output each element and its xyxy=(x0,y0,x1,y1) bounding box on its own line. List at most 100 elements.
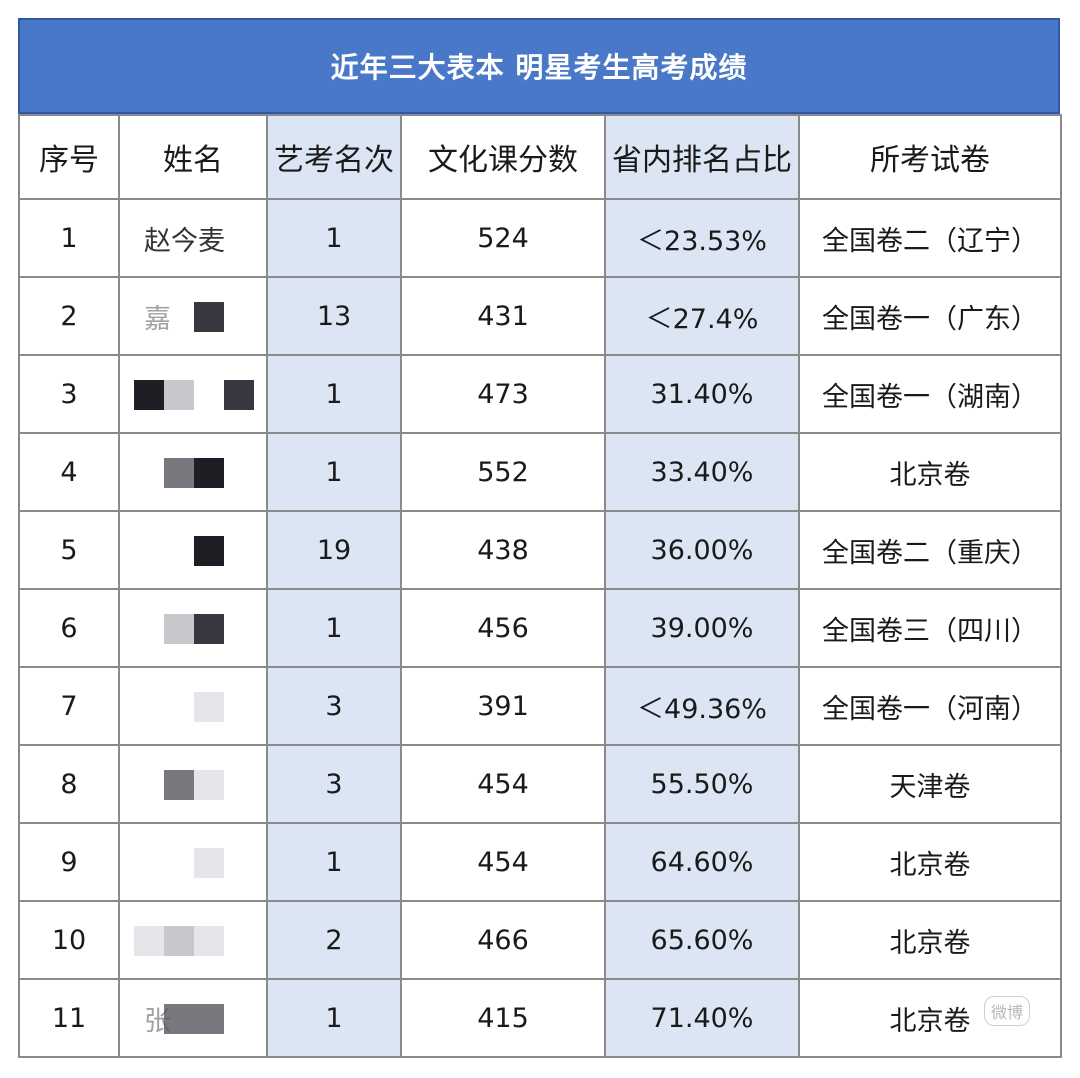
table-row: 5 19 438 36.00% 全国卷二（重庆） xyxy=(18,510,1062,590)
table-row: 1 赵今麦 1 524 ＜23.53% 全国卷二（辽宁） xyxy=(18,198,1062,278)
cell-art-rank: 19 xyxy=(266,510,402,590)
name-text: 张 xyxy=(144,1005,171,1037)
redaction-mosaic xyxy=(164,380,194,410)
cell-percentile: ＜49.36% xyxy=(604,666,800,746)
cell-art-rank: 1 xyxy=(266,978,402,1058)
cell-percentile: 36.00% xyxy=(604,510,800,590)
redaction-mosaic xyxy=(194,926,224,956)
cell-percentile: 31.40% xyxy=(604,354,800,434)
cell-paper: 全国卷二（辽宁） xyxy=(798,198,1062,278)
header-percentile: 省内排名占比 xyxy=(604,114,800,200)
cell-no: 8 xyxy=(18,744,120,824)
cell-score: 466 xyxy=(400,900,606,980)
table-row: 6 1 456 39.00% 全国卷三（四川） xyxy=(18,588,1062,668)
cell-no: 3 xyxy=(18,354,120,434)
cell-percentile: 33.40% xyxy=(604,432,800,512)
cell-no: 1 xyxy=(18,198,120,278)
cell-art-rank: 3 xyxy=(266,666,402,746)
cell-name xyxy=(118,744,268,824)
cell-name xyxy=(118,510,268,590)
redaction-mosaic xyxy=(164,926,194,956)
cell-name xyxy=(118,900,268,980)
cell-name: 嘉 xyxy=(118,276,268,356)
watermark: 微博 xyxy=(983,996,1030,1026)
header-no: 序号 xyxy=(18,114,120,200)
name-text: 嘉 xyxy=(144,303,171,335)
cell-percentile: 39.00% xyxy=(604,588,800,668)
cell-paper: 全国卷二（重庆） xyxy=(798,510,1062,590)
table-row: 10 2 466 65.60% 北京卷 xyxy=(18,900,1062,980)
cell-name: 张 xyxy=(118,978,268,1058)
cell-paper: 北京卷 xyxy=(798,432,1062,512)
cell-art-rank: 1 xyxy=(266,198,402,278)
redaction-mosaic xyxy=(164,770,194,800)
redaction-mosaic xyxy=(164,1004,194,1034)
table-row: 11 张 1 415 71.40% 北京卷 xyxy=(18,978,1062,1058)
cell-name xyxy=(118,588,268,668)
cell-score: 438 xyxy=(400,510,606,590)
cell-name xyxy=(118,432,268,512)
cell-no: 5 xyxy=(18,510,120,590)
cell-art-rank: 13 xyxy=(266,276,402,356)
cell-art-rank: 1 xyxy=(266,822,402,902)
header-score: 文化课分数 xyxy=(400,114,606,200)
cell-score: 456 xyxy=(400,588,606,668)
cell-art-rank: 2 xyxy=(266,900,402,980)
table-row: 3 1 473 31.40% 全国卷一（湖南） xyxy=(18,354,1062,434)
table-row: 4 1 552 33.40% 北京卷 xyxy=(18,432,1062,512)
cell-no: 2 xyxy=(18,276,120,356)
cell-art-rank: 1 xyxy=(266,354,402,434)
cell-percentile: 55.50% xyxy=(604,744,800,824)
redaction-mosaic xyxy=(194,1004,224,1034)
cell-no: 7 xyxy=(18,666,120,746)
redaction-mosaic xyxy=(194,458,224,488)
cell-art-rank: 3 xyxy=(266,744,402,824)
table-row: 7 3 391 ＜49.36% 全国卷一（河南） xyxy=(18,666,1062,746)
cell-score: 391 xyxy=(400,666,606,746)
redaction-mosaic xyxy=(194,848,224,878)
cell-no: 10 xyxy=(18,900,120,980)
redaction-mosaic xyxy=(134,380,164,410)
table-row: 2 嘉 13 431 ＜27.4% 全国卷一（广东） xyxy=(18,276,1062,356)
header-paper: 所考试卷 xyxy=(798,114,1062,200)
cell-art-rank: 1 xyxy=(266,432,402,512)
cell-paper: 天津卷 xyxy=(798,744,1062,824)
header-name: 姓名 xyxy=(118,114,268,200)
score-table: 序号 姓名 艺考名次 文化课分数 省内排名占比 所考试卷 1 赵今麦 1 524 ＜23… xyxy=(18,114,1062,1058)
cell-paper: 北京卷 xyxy=(798,978,1062,1058)
name-text: 赵今麦 xyxy=(144,225,225,257)
cell-paper: 全国卷一（湖南） xyxy=(798,354,1062,434)
cell-score: 524 xyxy=(400,198,606,278)
cell-no: 9 xyxy=(18,822,120,902)
header-art-rank: 艺考名次 xyxy=(266,114,402,200)
cell-paper: 北京卷 xyxy=(798,822,1062,902)
cell-paper: 全国卷一（河南） xyxy=(798,666,1062,746)
cell-name xyxy=(118,354,268,434)
cell-name xyxy=(118,666,268,746)
cell-paper: 全国卷三（四川） xyxy=(798,588,1062,668)
cell-score: 473 xyxy=(400,354,606,434)
cell-no: 6 xyxy=(18,588,120,668)
table-title: 近年三大表本 明星考生高考成绩 xyxy=(18,18,1060,114)
table-row: 8 3 454 55.50% 天津卷 xyxy=(18,744,1062,824)
cell-no: 4 xyxy=(18,432,120,512)
header-row: 序号 姓名 艺考名次 文化课分数 省内排名占比 所考试卷 xyxy=(18,114,1062,200)
cell-no: 11 xyxy=(18,978,120,1058)
redaction-mosaic xyxy=(194,614,224,644)
redaction-mosaic xyxy=(164,458,194,488)
cell-percentile: ＜23.53% xyxy=(604,198,800,278)
cell-score: 415 xyxy=(400,978,606,1058)
redaction-mosaic xyxy=(224,380,254,410)
cell-score: 454 xyxy=(400,744,606,824)
cell-score: 431 xyxy=(400,276,606,356)
cell-paper: 全国卷一（广东） xyxy=(798,276,1062,356)
redaction-mosaic xyxy=(194,302,224,332)
table-row: 9 1 454 64.60% 北京卷 xyxy=(18,822,1062,902)
score-sheet: 近年三大表本 明星考生高考成绩 序号 姓名 艺考名次 文化课分数 省内排名占比 … xyxy=(18,18,1062,1078)
redaction-mosaic xyxy=(194,536,224,566)
redaction-mosaic xyxy=(194,770,224,800)
cell-percentile: 64.60% xyxy=(604,822,800,902)
cell-name: 赵今麦 xyxy=(118,198,268,278)
cell-percentile: 71.40% xyxy=(604,978,800,1058)
cell-paper: 北京卷 xyxy=(798,900,1062,980)
